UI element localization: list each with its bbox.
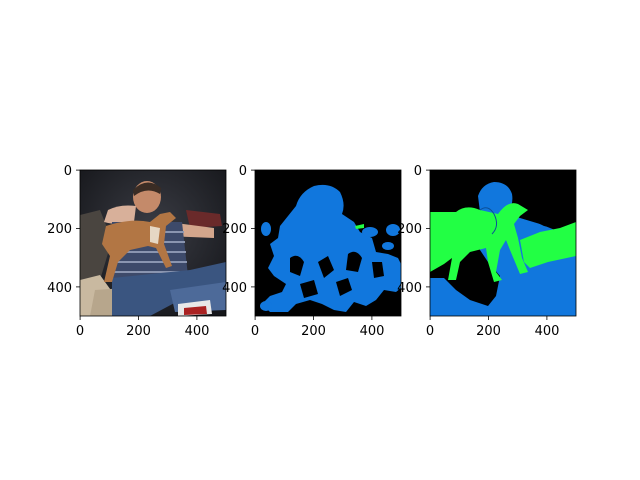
x-tick-label: 0 <box>426 324 434 339</box>
y-tick-label: 400 <box>222 281 247 296</box>
x-tick-label: 0 <box>76 324 84 339</box>
y-tick-label: 0 <box>239 164 247 179</box>
mask-panel-ground-truth: 0 200 400 0 200 400 <box>397 164 577 339</box>
x-tick-label: 400 <box>360 324 385 339</box>
mask-panel-prediction: 0 200 400 0 200 400 <box>222 164 402 339</box>
y-tick-label: 0 <box>64 164 72 179</box>
photo-panel: 0 200 400 0 200 400 <box>47 164 227 339</box>
x-tick-label: 200 <box>126 324 151 339</box>
x-tick-label: 0 <box>251 324 259 339</box>
mask-image-prediction <box>255 170 401 316</box>
photo-image <box>80 170 226 316</box>
y-tick-label: 0 <box>414 164 422 179</box>
y-tick-label: 400 <box>397 281 422 296</box>
mask-image-ground-truth <box>430 170 576 316</box>
x-tick-label: 200 <box>476 324 501 339</box>
y-tick-label: 200 <box>222 222 247 237</box>
x-tick-label: 200 <box>301 324 326 339</box>
x-tick-label: 400 <box>185 324 210 339</box>
x-tick-label: 400 <box>535 324 560 339</box>
y-tick-label: 200 <box>47 222 72 237</box>
y-tick-label: 400 <box>47 281 72 296</box>
y-tick-label: 200 <box>397 222 422 237</box>
